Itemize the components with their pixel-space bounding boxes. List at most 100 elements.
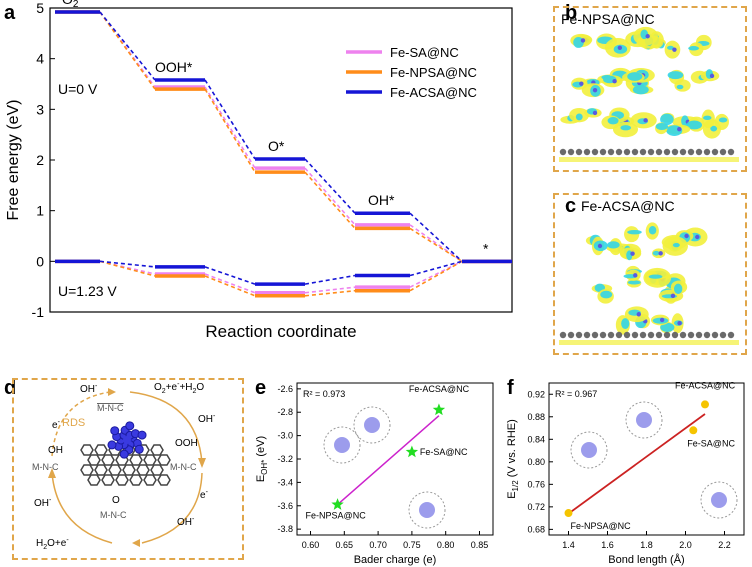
charge-cyan — [660, 322, 675, 332]
charge-cyan — [607, 241, 620, 249]
charge-cyan — [673, 283, 683, 294]
structure-sketch — [353, 406, 391, 444]
graphene-ring — [150, 464, 164, 476]
connector-Fe-SA@NC-u0-0 — [99, 11, 156, 88]
label-oh-minus-top: OH- — [80, 383, 98, 395]
y-tick-label-e: -2.6 — [277, 384, 293, 394]
structure-sketch — [700, 481, 738, 519]
substrate-atom — [583, 331, 591, 339]
cluster-atom — [137, 430, 147, 440]
atom — [630, 251, 635, 256]
charge-cyan — [575, 113, 583, 121]
x-tick-label-f: 2.0 — [679, 540, 692, 550]
y-tick-label-e: -2.8 — [277, 407, 293, 417]
atom — [709, 73, 715, 79]
x-tick-label-f: 2.2 — [718, 540, 731, 550]
label-mnc-right: M-N-C — [170, 462, 197, 472]
substrate-atom — [687, 148, 695, 156]
connector-Fe-NPSA@NC-u123-1 — [204, 275, 256, 297]
substrate-atom — [655, 331, 663, 339]
step-label-oh: OH* — [368, 192, 395, 208]
connector-Fe-NPSA@NC-u123-2 — [304, 289, 356, 297]
connector-Fe-SA@NC-u0-2 — [304, 167, 356, 226]
atom — [612, 79, 617, 84]
charge-density-image-c — [559, 222, 739, 345]
y-tick-label-a: 3 — [36, 101, 44, 117]
scatter-chart-e: 0.60 0.65 0.70 0.75 0.80 0.85 -2.6 -2.8 -3.0 -3.2… — [255, 382, 494, 566]
fit-line-e — [337, 415, 440, 506]
connector-Fe-SA@NC-u123-3 — [409, 260, 463, 288]
y-tick-label-e: -3.6 — [277, 501, 293, 511]
substrate-atom — [631, 331, 639, 339]
charge-cyan — [627, 72, 643, 81]
point-dot-Fe-SA@NC — [689, 426, 698, 435]
cluster-atom — [134, 444, 144, 454]
x-axis-label-e: Bader charge (e) — [354, 554, 437, 566]
substrate-atom — [607, 148, 615, 156]
orr-cycle-scheme: OH- M-N-C e- RDS OH M-N-C O2+e-+H2O OH- … — [32, 381, 216, 551]
charge-cyan — [718, 117, 728, 123]
label-mnc-left: M-N-C — [32, 462, 59, 472]
connector-Fe-SA@NC-u0-1 — [204, 86, 256, 169]
panel-c-box: Fe-ACSA@NC — [553, 193, 747, 355]
atom — [677, 321, 682, 326]
charge-cyan — [667, 71, 684, 80]
substrate-atom — [559, 331, 567, 339]
graphene-ring — [157, 474, 171, 486]
charge-cyan — [648, 226, 657, 235]
cluster-atom — [123, 436, 131, 444]
graphene-ring — [94, 444, 108, 456]
charge-cyan — [686, 120, 703, 130]
scatter-chart-f: 1.4 1.6 1.8 2.0 2.2 0.92 0.88 0.84 0.80 0.76 0.72 0… — [506, 380, 745, 566]
substrate-atom — [655, 148, 663, 156]
charge-cyan — [672, 243, 680, 248]
substrate-atom — [591, 331, 599, 339]
panel-b-box: Fe-NPSA@NC — [553, 6, 747, 172]
cluster-atom — [125, 421, 135, 431]
substrate-atom — [559, 148, 567, 156]
x-axis-label-a: Reaction coordinate — [205, 322, 356, 341]
y-tick-label-a: 1 — [36, 203, 44, 219]
connector-Fe-NPSA@NC-u123-0 — [99, 260, 156, 277]
substrate-atom — [639, 331, 647, 339]
x-tick-label-e: 0.85 — [471, 540, 489, 550]
graphene-ring — [122, 464, 136, 476]
structure-cluster — [711, 492, 727, 508]
charge-cyan — [667, 45, 674, 50]
point-label-Fe-ACSA@NC: Fe-ACSA@NC — [409, 384, 470, 394]
label-e-right: e- — [200, 489, 209, 501]
point-dot-Fe-ACSA@NC — [701, 400, 709, 409]
connector-Fe-ACSA@NC-u123-0 — [99, 260, 156, 268]
structure-cluster — [636, 412, 652, 428]
y-tick-label-f: 0.68 — [527, 524, 545, 534]
substrate-atom — [599, 148, 607, 156]
legend-label-Fe-SA@NC: Fe-SA@NC — [390, 45, 459, 60]
catalyst-graphic — [80, 421, 171, 486]
substrate-atom — [575, 331, 583, 339]
substrate-atom — [719, 148, 727, 156]
point-label-Fe-ACSA@NC: Fe-ACSA@NC — [675, 380, 736, 390]
substrate-charge — [559, 157, 739, 162]
point-label-Fe-NPSA@NC: Fe-NPSA@NC — [306, 511, 367, 521]
label-oh-left: OH — [48, 445, 63, 456]
structure-sketch — [408, 491, 446, 529]
point-label-Fe-NPSA@NC: Fe-NPSA@NC — [571, 521, 632, 531]
atom — [695, 234, 700, 240]
structure-sketch — [323, 426, 361, 464]
x-tick-label-f: 1.6 — [601, 540, 614, 550]
r2-label-f: R² = 0.967 — [555, 389, 597, 399]
point-dot-Fe-NPSA@NC — [564, 509, 573, 518]
charge-cyan — [607, 117, 619, 125]
atom — [597, 243, 603, 249]
cycle-arrow-right-top — [129, 391, 203, 464]
y-tick-label-a: 0 — [36, 253, 44, 269]
graphene-ring — [143, 454, 157, 466]
step-label-ooh: OOH* — [155, 59, 193, 75]
graphene-ring — [129, 454, 143, 466]
substrate-atom — [727, 148, 735, 156]
graphene-ring — [94, 464, 108, 476]
substrate-atom — [647, 331, 655, 339]
connector-Fe-ACSA@NC-u0-0 — [99, 11, 156, 81]
y-tick-label-e: -3.2 — [277, 454, 293, 464]
x-tick-label-f: 1.4 — [562, 540, 575, 550]
